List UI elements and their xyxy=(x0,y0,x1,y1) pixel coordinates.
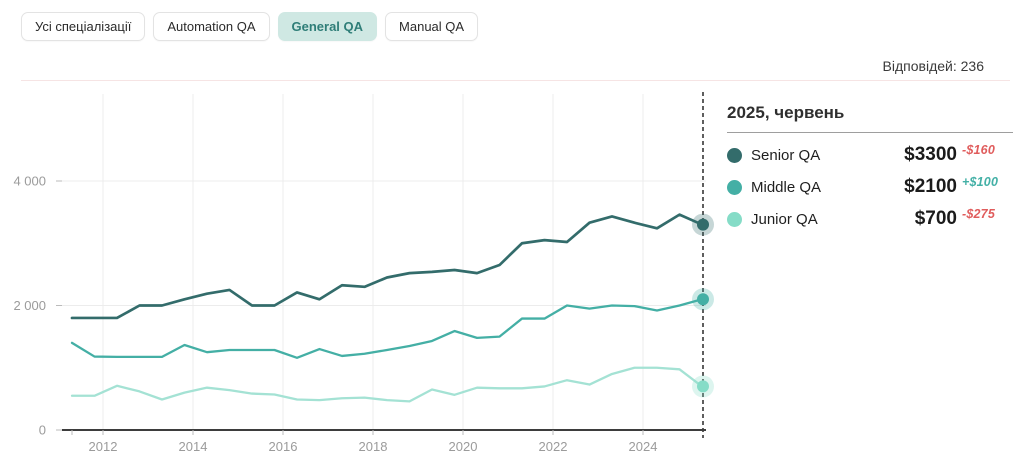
section-divider xyxy=(21,80,1010,81)
legend-row-middle: Middle QA $2100 +$100 xyxy=(727,174,1013,200)
legend-label: Junior QA xyxy=(751,210,818,228)
svg-text:2014: 2014 xyxy=(179,439,208,454)
legend-value: $700 xyxy=(914,208,957,229)
svg-text:2012: 2012 xyxy=(89,439,118,454)
svg-text:2016: 2016 xyxy=(269,439,298,454)
legend-delta: -$160 xyxy=(962,143,995,157)
tooltip-date-title: 2025, червень xyxy=(727,103,1013,133)
legend-row-senior: Senior QA $3300 -$160 xyxy=(727,142,1013,168)
tab-manual-qa[interactable]: Manual QA xyxy=(385,12,479,41)
legend-label: Senior QA xyxy=(751,146,821,164)
senior-series-dot-icon xyxy=(727,147,742,163)
legend-value: $3300 xyxy=(904,144,957,165)
tab-automation-qa[interactable]: Automation QA xyxy=(153,12,270,41)
svg-text:2018: 2018 xyxy=(359,439,388,454)
legend-label: Middle QA xyxy=(751,178,822,196)
chart-tooltip: 2025, червень Senior QA $3300 -$160 Midd… xyxy=(727,103,1013,232)
svg-text:4 000: 4 000 xyxy=(13,174,46,189)
svg-text:2022: 2022 xyxy=(539,439,568,454)
specialization-tabs: Усі спеціалізації Automation QA General … xyxy=(21,12,479,41)
middle-series-dot-icon xyxy=(727,179,742,195)
junior-series-dot-icon xyxy=(727,211,742,227)
legend-delta: -$275 xyxy=(962,207,995,221)
tab-general-qa[interactable]: General QA xyxy=(277,12,378,41)
svg-text:2024: 2024 xyxy=(629,439,658,454)
tooltip-rows: Senior QA $3300 -$160 Middle QA $2100 +$… xyxy=(727,142,1013,232)
legend-delta: +$100 xyxy=(962,175,999,189)
svg-text:2 000: 2 000 xyxy=(13,298,46,313)
tab-all-specializations[interactable]: Усі спеціалізації xyxy=(21,12,146,41)
svg-text:0: 0 xyxy=(39,423,46,438)
salary-line-chart[interactable]: 0 2 000 4 000 2012 2014 2016 2018 2020 2022 2024 xyxy=(0,88,1024,468)
responses-count: Відповідей: 236 xyxy=(882,58,984,74)
legend-value: $2100 xyxy=(904,176,957,197)
legend-row-junior: Junior QA $700 -$275 xyxy=(727,206,1013,232)
svg-text:2020: 2020 xyxy=(449,439,478,454)
